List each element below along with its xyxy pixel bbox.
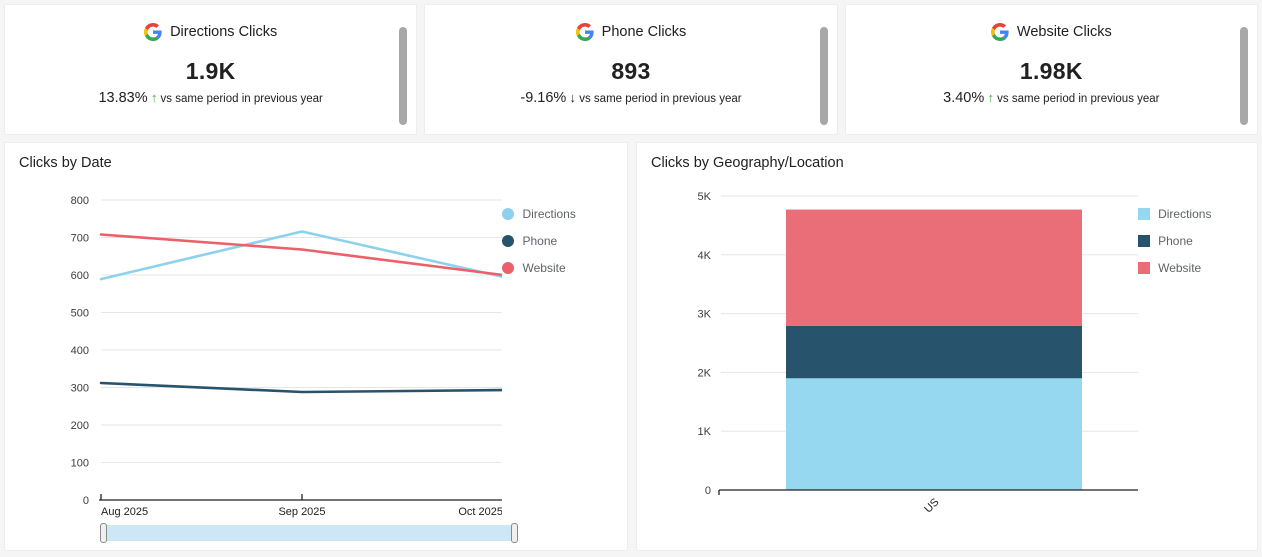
legend-swatch-icon [1138,235,1151,247]
clicks-by-date-chart: 0 100 200 300 400 500 600 700 800 Aug 2025 Sep 202… [71,195,503,518]
kpi-compare-text: vs same period in previous year [160,93,323,105]
card-scrollbar[interactable] [399,27,408,125]
legend-item-phone[interactable]: Phone [1138,234,1243,248]
kpi-compare: 13.83% ↑ vs same period in previous year [5,90,416,106]
kpi-title: Website Clicks [1016,24,1112,40]
y-axis-tick-label: 700 [71,233,89,245]
y-axis-tick-label: 400 [71,345,89,357]
kpi-compare: 3.40% ↑ vs same period in previous year [846,90,1257,106]
y-axis-tick-label: 500 [71,308,89,320]
legend-item-phone[interactable]: Phone [502,234,613,248]
legend-label: Phone [1158,234,1193,248]
google-logo-icon [144,23,162,41]
y-axis-tick-label: 4K [698,250,712,262]
series-line-directions[interactable] [99,230,503,281]
legend-label: Website [522,261,566,275]
card-scrollbar[interactable] [1239,27,1248,125]
kpi-value: 893 [611,58,651,84]
kpi-compare: -9.16% ↓ vs same period in previous year [425,90,836,106]
google-logo-icon [575,23,594,41]
kpi-compare-text: vs same period in previous year [579,93,742,105]
legend-swatch-icon [502,208,515,220]
kpi-delta: 3.40% [943,90,985,106]
clicks-by-geography-chart: 0 1K 2K 3K 4K 5K US [698,191,1139,516]
slider-handle-end[interactable] [511,523,518,543]
chart-title: Clicks by Geography/Location [651,155,844,171]
y-axis-tick-label: 0 [705,485,711,497]
y-axis-tick-label: 800 [71,195,89,207]
chart-title: Clicks by Date [19,155,112,171]
x-axis-label: Oct 2025 [458,506,502,518]
y-axis-tick-label: 2K [698,367,712,379]
bar-segment-phone[interactable] [786,325,1082,379]
y-axis-tick-label: 1K [698,426,712,438]
kpi-title: Directions Clicks [170,24,278,40]
trend-up-icon: ↑ [150,90,158,105]
y-axis-tick-label: 3K [698,309,712,321]
y-axis-tick-label: 200 [71,420,89,432]
legend-item-directions[interactable]: Directions [502,207,613,221]
legend-item-website[interactable]: Website [1138,261,1243,275]
series-line-website[interactable] [99,233,503,277]
legend-label: Phone [522,234,558,248]
slider-handle-start[interactable] [100,523,107,543]
legend-label: Directions [1158,207,1212,221]
clicks-by-date-card: Clicks by Date 0 100 200 300 400 500 600 700 800… [4,142,628,551]
legend-swatch-icon [1138,208,1151,220]
y-axis-tick-label: 0 [83,495,89,507]
y-axis-tick-label: 300 [71,383,89,395]
line-chart-legend: Directions Phone Website [502,179,613,521]
trend-down-icon: ↓ [569,90,577,105]
kpi-compare-text: vs same period in previous year [997,93,1160,105]
y-axis-tick-label: 600 [71,270,89,282]
kpi-card-website: Website Clicks 1.98K 3.40% ↑ vs same per… [844,4,1258,135]
series-line-phone[interactable] [99,381,503,394]
time-range-slider[interactable] [100,523,518,543]
legend-label: Website [1158,261,1202,275]
x-axis-label: Aug 2025 [101,506,148,518]
legend-label: Directions [522,207,576,221]
kpi-delta: -9.16% [520,90,567,106]
slider-track[interactable] [100,523,518,543]
bar-segment-directions[interactable] [786,378,1082,490]
y-axis-tick-label: 5K [698,191,712,203]
kpi-card-directions: Directions Clicks 1.9K 13.83% ↑ vs same … [4,4,418,135]
legend-item-website[interactable]: Website [502,261,613,275]
legend-swatch-icon [502,262,515,274]
legend-item-directions[interactable]: Directions [1138,207,1243,221]
y-axis-tick-label: 100 [71,458,89,470]
card-scrollbar[interactable] [819,27,828,125]
kpi-value: 1.98K [1019,58,1083,84]
kpi-delta: 13.83% [98,90,148,106]
bar-segment-website[interactable] [786,209,1082,326]
charts-row: Clicks by Date 0 100 200 300 400 500 600 700 800… [4,142,1258,551]
bar-chart-legend: Directions Phone Website [1138,179,1243,524]
x-axis-category-label: US [922,496,941,515]
kpi-title: Phone Clicks [601,24,687,40]
kpi-row: Directions Clicks 1.9K 13.83% ↑ vs same … [4,4,1258,135]
x-axis-label: Sep 2025 [278,506,325,518]
legend-swatch-icon [1138,262,1151,274]
legend-swatch-icon [502,235,515,247]
google-logo-icon [990,23,1009,41]
clicks-by-geography-card: Clicks by Geography/Location 0 1K 2K 3K 4K 5K… [636,142,1258,551]
trend-up-icon: ↑ [987,90,994,105]
kpi-value: 1.9K [185,58,236,84]
kpi-card-phone: Phone Clicks 893 -9.16% ↓ vs same period… [424,4,838,135]
